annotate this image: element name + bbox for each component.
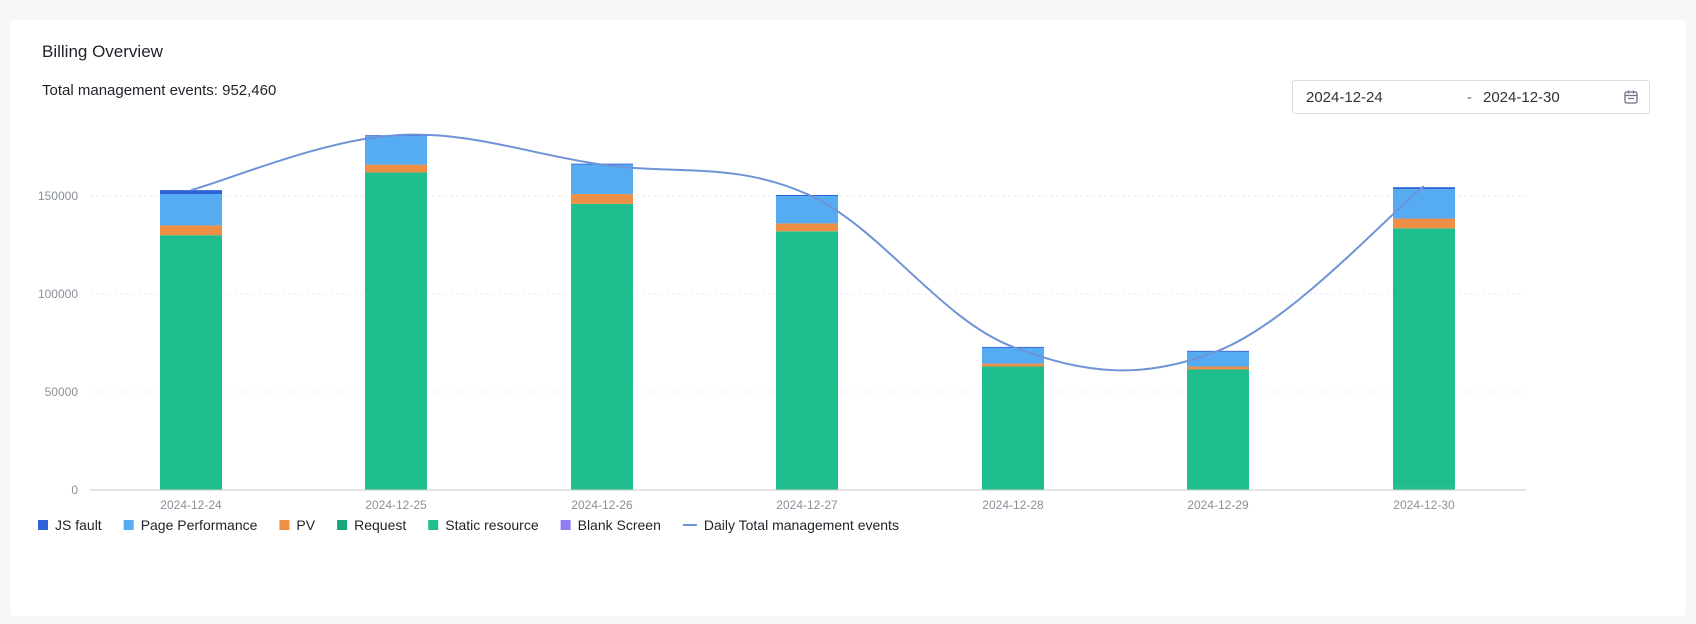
chart-legend: JS fault Page Performance PV Request Static …: [38, 517, 899, 533]
bar-segment[interactable]: [776, 196, 838, 224]
legend-label: PV: [296, 517, 315, 533]
bar-segment[interactable]: [776, 223, 838, 232]
chart-bars: [160, 135, 1455, 491]
bar-segment[interactable]: [365, 172, 427, 491]
date-start-input[interactable]: 2024-12-24: [1306, 89, 1383, 106]
calendar-icon[interactable]: [1623, 89, 1639, 109]
bar-segment[interactable]: [1393, 228, 1455, 487]
bar-segment[interactable]: [776, 195, 838, 196]
x-tick-label: 2024-12-30: [1393, 498, 1455, 512]
x-tick-label: 2024-12-26: [571, 498, 633, 512]
legend-label: Daily Total management events: [704, 517, 899, 533]
page-title: Billing Overview: [42, 42, 163, 61]
legend-item[interactable]: Static resource: [428, 517, 539, 533]
legend-item[interactable]: Daily Total management events: [682, 517, 899, 533]
total-events-label: Total management events: 952,460: [42, 82, 277, 99]
x-tick-label: 2024-12-29: [1187, 498, 1249, 512]
x-tick-label: 2024-12-27: [776, 498, 838, 512]
bar-segment[interactable]: [776, 487, 838, 490]
bar-segment[interactable]: [1187, 366, 1249, 370]
billing-overview-card: Billing Overview Total management events…: [10, 20, 1686, 616]
legend-item[interactable]: JS fault: [38, 517, 102, 533]
legend-item[interactable]: Blank Screen: [560, 517, 661, 533]
bar-segment[interactable]: [571, 203, 633, 488]
y-tick-label: 0: [71, 483, 78, 497]
legend-swatch: [279, 520, 290, 530]
date-end-input[interactable]: 2024-12-30: [1483, 89, 1560, 106]
legend-label: Request: [354, 517, 406, 533]
legend-label: Blank Screen: [578, 517, 661, 533]
chart-trend-line: [190, 133, 1425, 372]
bar-segment[interactable]: [982, 366, 1044, 490]
legend-item[interactable]: Request: [337, 517, 406, 533]
bar-segment[interactable]: [365, 164, 427, 173]
chart-gridlines: [90, 195, 1526, 393]
bar-segment[interactable]: [1393, 189, 1455, 219]
legend-label: JS fault: [55, 517, 102, 533]
bar-segment[interactable]: [1393, 486, 1455, 490]
bar-segment[interactable]: [1393, 218, 1455, 229]
bar-segment[interactable]: [982, 347, 1044, 364]
legend-item[interactable]: PV: [279, 517, 316, 533]
bar-segment[interactable]: [1393, 187, 1455, 190]
date-separator: -: [1467, 89, 1472, 106]
bar-segment[interactable]: [365, 136, 427, 165]
bar-segment[interactable]: [160, 225, 222, 236]
legend-label: Page Performance: [141, 517, 258, 533]
legend-item[interactable]: Page Performance: [123, 517, 258, 533]
legend-swatch: [38, 520, 48, 530]
bar-segment[interactable]: [160, 235, 222, 490]
legend-swatch: [560, 520, 571, 530]
billing-stacked-bar-chart: 0 50000 100000 150000 2024-12-24 2024-12-25 20…: [38, 133, 1526, 533]
legend-label: Static resource: [445, 517, 539, 533]
bar-segment[interactable]: [776, 231, 838, 488]
bar-segment[interactable]: [160, 194, 222, 226]
chart-axes: 0 50000 100000 150000 2024-12-24 2024-12-25 20…: [38, 189, 1526, 512]
date-range-picker[interactable]: 2024-12-24 - 2024-12-30: [1292, 80, 1650, 114]
legend-swatch: [428, 520, 439, 530]
bar-segment[interactable]: [571, 164, 633, 195]
bar-segment[interactable]: [571, 194, 633, 204]
bar-segment[interactable]: [160, 190, 222, 195]
x-tick-label: 2024-12-24: [160, 498, 222, 512]
bar-segment[interactable]: [982, 363, 1044, 367]
y-tick-label: 150000: [38, 189, 78, 203]
series-line-daily-total[interactable]: [190, 133, 1425, 372]
y-tick-label: 100000: [38, 287, 78, 301]
x-tick-label: 2024-12-28: [982, 498, 1044, 512]
y-tick-label: 50000: [45, 385, 79, 399]
bar-segment[interactable]: [571, 487, 633, 490]
x-tick-label: 2024-12-25: [365, 498, 427, 512]
legend-swatch: [337, 520, 348, 530]
legend-swatch: [123, 520, 134, 530]
bar-segment[interactable]: [1187, 369, 1249, 490]
